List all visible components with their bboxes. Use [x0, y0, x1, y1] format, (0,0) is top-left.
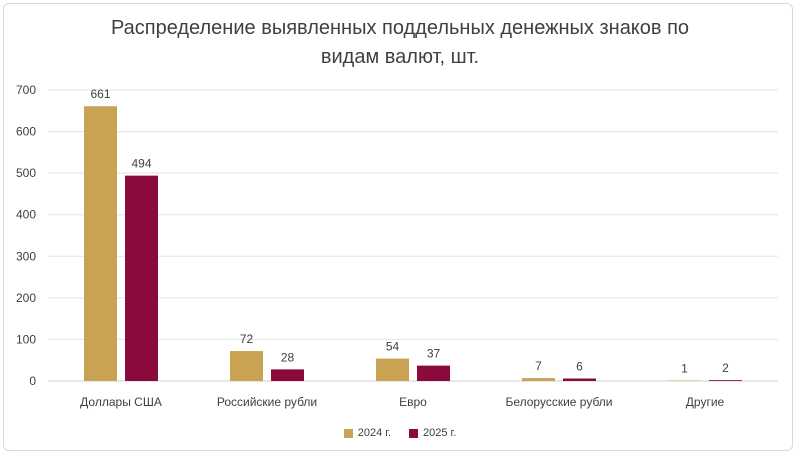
chart-title-line-2: видам валют, шт.: [320, 46, 480, 68]
y-tick-label-400: 400: [16, 208, 36, 222]
legend-item-2025: 2025 г.: [409, 427, 456, 439]
data-label-2025-0: 494: [131, 157, 151, 171]
chart-title: Распределение выявленных поддельных дене…: [0, 14, 800, 72]
data-label-2024-3: 7: [535, 359, 542, 373]
bar-2024-3: [522, 378, 555, 381]
bar-2025-1: [271, 369, 304, 381]
x-category-label-1: Российские рубли: [217, 395, 317, 409]
data-label-2025-4: 2: [722, 361, 729, 375]
bar-2025-2: [417, 365, 450, 381]
x-category-label-4: Другие: [686, 395, 725, 409]
y-tick-label-600: 600: [16, 125, 36, 139]
x-category-label-0: Доллары США: [80, 395, 162, 409]
x-category-label-2: Евро: [399, 395, 427, 409]
legend: 2024 г. 2025 г.: [0, 427, 800, 439]
legend-label-2024: 2024 г.: [357, 427, 391, 439]
x-category-label-3: Белорусские рубли: [505, 395, 612, 409]
data-label-2024-1: 72: [240, 332, 254, 346]
y-tick-label-100: 100: [16, 332, 36, 346]
bar-2025-4: [709, 380, 742, 381]
data-label-2025-1: 28: [281, 350, 295, 364]
data-label-2025-2: 37: [427, 347, 441, 361]
legend-swatch-2025: [409, 428, 418, 438]
y-tick-label-700: 700: [16, 83, 36, 97]
y-tick-label-300: 300: [16, 249, 36, 263]
data-label-2025-3: 6: [576, 360, 583, 374]
y-tick-label-500: 500: [16, 166, 36, 180]
legend-item-2024: 2024 г.: [343, 427, 391, 439]
data-label-2024-2: 54: [386, 340, 400, 354]
bar-2024-1: [230, 351, 263, 381]
bar-2025-0: [125, 175, 158, 381]
data-label-2024-4: 1: [681, 362, 688, 376]
y-tick-label-0: 0: [29, 374, 36, 388]
bar-2024-0: [84, 106, 117, 381]
data-label-2024-0: 661: [90, 87, 110, 101]
chart-title-line-1: Распределение выявленных поддельных дене…: [110, 17, 690, 39]
y-tick-label-200: 200: [16, 291, 36, 305]
legend-swatch-2024: [343, 428, 353, 438]
bar-2024-2: [376, 358, 409, 381]
legend-label-2025: 2025 г.: [423, 427, 457, 439]
bar-2025-3: [563, 378, 596, 381]
